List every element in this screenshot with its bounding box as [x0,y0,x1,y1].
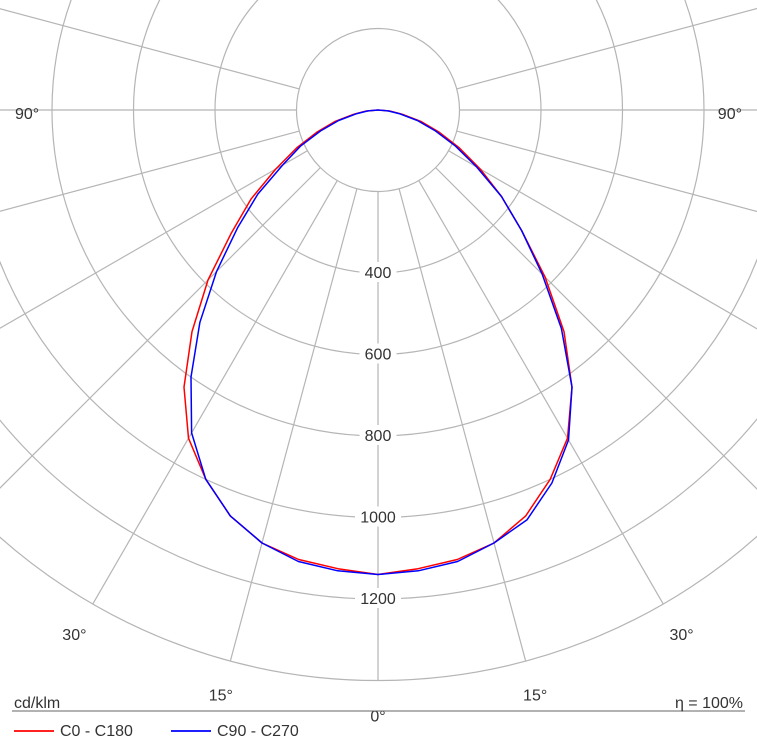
angle-label: 90° [718,106,742,123]
legend-item-label: C0 - C180 [60,723,133,740]
unit-label: cd/klm [14,695,60,712]
angle-label: 15° [523,688,547,705]
polar-chart: 0°15°15°30°30°45°45°60°60°75°75°90°90°10… [0,0,757,754]
radial-label: 800 [365,428,392,445]
radial-label: 1000 [360,510,396,527]
angle-label: 90° [15,106,39,123]
legend-item-label: C90 - C270 [217,723,299,740]
angle-label: 30° [669,627,693,644]
radial-label: 1200 [360,591,396,608]
efficiency-label: η = 100% [675,695,743,712]
radial-label: 400 [365,265,392,282]
angle-label: 30° [62,627,86,644]
angle-label: 15° [209,688,233,705]
radial-label: 600 [365,347,392,364]
